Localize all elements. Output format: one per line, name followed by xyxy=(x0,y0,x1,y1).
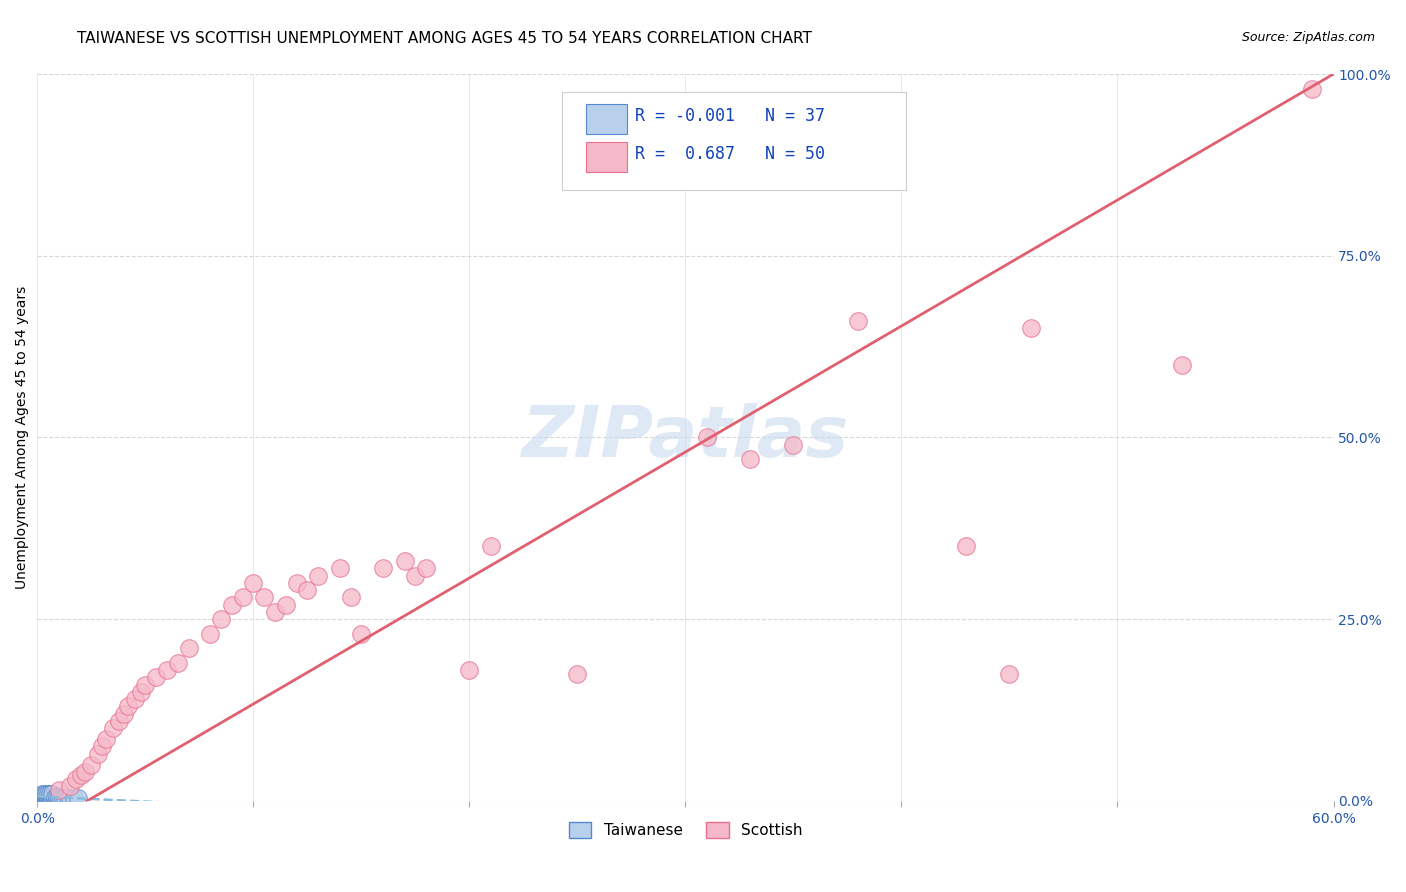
Point xyxy=(39,789,62,804)
Point xyxy=(28,790,51,805)
Point xyxy=(1171,358,1194,372)
Point xyxy=(242,575,264,590)
Point xyxy=(63,791,86,805)
Point xyxy=(91,739,114,754)
Point xyxy=(112,706,135,721)
Point xyxy=(39,788,62,802)
Point xyxy=(55,791,77,805)
Point xyxy=(44,789,66,804)
Point xyxy=(740,452,762,467)
Point xyxy=(221,598,243,612)
Point xyxy=(48,783,70,797)
Point xyxy=(65,772,87,786)
Point xyxy=(1019,321,1042,335)
Point xyxy=(415,561,437,575)
Point xyxy=(1301,81,1323,95)
Point xyxy=(955,540,977,554)
Point xyxy=(45,789,67,804)
Point xyxy=(567,666,589,681)
Point xyxy=(87,747,110,761)
Point xyxy=(69,768,91,782)
Point xyxy=(274,598,297,612)
Point xyxy=(846,314,869,328)
Point xyxy=(80,757,103,772)
Text: R = -0.001   N = 37: R = -0.001 N = 37 xyxy=(636,107,825,125)
Point xyxy=(371,561,394,575)
Point xyxy=(209,612,232,626)
Point xyxy=(35,790,58,805)
Point xyxy=(31,790,53,805)
Point xyxy=(297,583,319,598)
Point xyxy=(59,791,82,805)
Point xyxy=(35,789,58,803)
Point xyxy=(37,791,59,805)
Point xyxy=(48,791,70,805)
Point xyxy=(31,788,53,802)
Point xyxy=(41,791,63,805)
Point xyxy=(350,626,373,640)
Point xyxy=(28,791,51,805)
Point xyxy=(285,575,308,590)
Point xyxy=(48,789,70,804)
Point xyxy=(156,663,179,677)
FancyBboxPatch shape xyxy=(586,103,627,135)
Point xyxy=(307,568,329,582)
Point xyxy=(41,789,63,804)
Point xyxy=(32,789,55,803)
Point xyxy=(394,554,416,568)
Y-axis label: Unemployment Among Ages 45 to 54 years: Unemployment Among Ages 45 to 54 years xyxy=(15,285,30,589)
Point xyxy=(329,561,352,575)
Point xyxy=(35,791,58,805)
Point xyxy=(696,430,718,444)
Point xyxy=(39,791,62,805)
Point xyxy=(52,791,75,805)
Point xyxy=(108,714,131,728)
Point xyxy=(32,791,55,805)
Point xyxy=(339,591,361,605)
Point xyxy=(37,789,59,804)
Point xyxy=(59,780,82,794)
Text: R =  0.687   N = 50: R = 0.687 N = 50 xyxy=(636,145,825,163)
Point xyxy=(404,568,426,582)
Point xyxy=(166,656,188,670)
Point xyxy=(56,791,79,805)
Point xyxy=(177,641,200,656)
Point xyxy=(264,605,287,619)
Text: TAIWANESE VS SCOTTISH UNEMPLOYMENT AMONG AGES 45 TO 54 YEARS CORRELATION CHART: TAIWANESE VS SCOTTISH UNEMPLOYMENT AMONG… xyxy=(77,31,813,46)
Point xyxy=(198,626,221,640)
Point xyxy=(28,789,51,803)
Point xyxy=(44,791,66,805)
Point xyxy=(73,764,96,779)
Point xyxy=(31,789,53,803)
Point xyxy=(134,677,156,691)
Legend: Taiwanese, Scottish: Taiwanese, Scottish xyxy=(562,816,808,844)
Point xyxy=(101,721,124,735)
Point xyxy=(253,591,276,605)
Point xyxy=(232,591,254,605)
Point xyxy=(37,788,59,802)
Point xyxy=(32,788,55,802)
Point xyxy=(124,692,146,706)
Point xyxy=(45,791,67,805)
Point xyxy=(32,790,55,805)
Point xyxy=(31,791,53,805)
Point xyxy=(782,438,804,452)
Text: ZIPatlas: ZIPatlas xyxy=(522,403,849,472)
Point xyxy=(458,663,481,677)
Point xyxy=(479,540,502,554)
Point xyxy=(998,666,1021,681)
Point xyxy=(35,788,58,802)
Point xyxy=(117,699,139,714)
Point xyxy=(96,732,118,747)
Point xyxy=(129,685,152,699)
Point xyxy=(41,788,63,802)
Point xyxy=(49,791,72,805)
FancyBboxPatch shape xyxy=(586,142,627,172)
Point xyxy=(67,791,90,805)
Text: Source: ZipAtlas.com: Source: ZipAtlas.com xyxy=(1241,31,1375,45)
Point xyxy=(145,670,167,684)
FancyBboxPatch shape xyxy=(562,92,905,190)
